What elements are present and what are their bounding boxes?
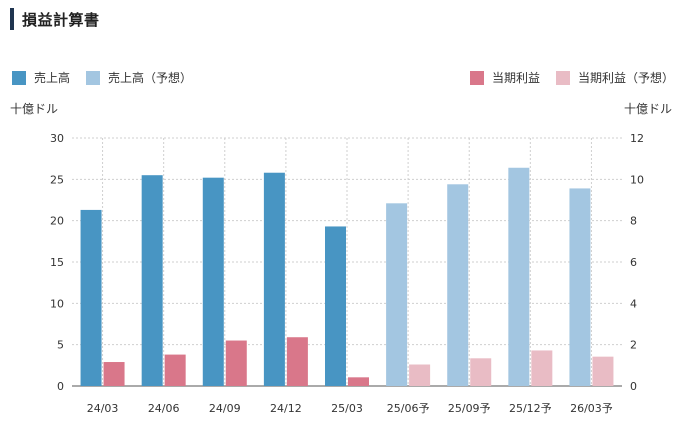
x-tick-label: 24/09 (209, 402, 241, 415)
x-tick-label: 25/09予 (448, 402, 491, 415)
legend-item-revenue[interactable]: 売上高 (12, 69, 70, 86)
bar-revenue (202, 177, 224, 386)
bar-profit (286, 337, 308, 386)
page-title: 損益計算書 (22, 10, 100, 29)
bar-profit (164, 354, 186, 386)
y-axis-right-unit: 十億ドル (623, 102, 672, 116)
bar-revenue (263, 172, 285, 386)
bar-revenue (80, 209, 102, 386)
legend-item-revenue-forecast[interactable]: 売上高（予想） (86, 69, 192, 86)
bar-revenue-forecast (569, 188, 591, 386)
bar-profit-forecast (531, 350, 553, 386)
legend-item-profit-forecast[interactable]: 当期利益（予想） (555, 69, 674, 86)
section-header: 損益計算書 (10, 8, 100, 30)
legend-label-profit-forecast: 当期利益（予想） (577, 71, 674, 85)
y-tick-left: 20 (50, 215, 64, 228)
bar-profit (348, 377, 369, 386)
y-tick-right: 0 (630, 380, 637, 393)
header-accent-bar (10, 8, 14, 30)
x-tick-label: 26/03予 (570, 402, 613, 415)
legend-swatch-profit (469, 70, 484, 85)
y-tick-right: 8 (630, 215, 637, 228)
y-tick-right: 12 (630, 132, 644, 145)
y-tick-right: 2 (630, 339, 637, 352)
bar-revenue (141, 175, 163, 386)
x-tick-label: 24/06 (148, 402, 180, 415)
bar-revenue (325, 226, 346, 386)
legend-label-revenue-forecast: 売上高（予想） (108, 71, 193, 85)
legend-swatch-revenue (12, 70, 26, 85)
bar-revenue-forecast (386, 203, 408, 386)
legend-label-revenue: 売上高 (34, 71, 71, 85)
y-tick-right: 4 (630, 297, 637, 310)
bar-profit-forecast (409, 364, 431, 386)
x-tick-label: 24/03 (87, 402, 119, 415)
x-tick-label: 25/06予 (387, 402, 430, 415)
x-tick-label: 25/03 (331, 402, 363, 415)
y-tick-left: 25 (50, 173, 64, 186)
y-tick-right: 6 (630, 256, 637, 269)
y-tick-left: 15 (50, 256, 64, 269)
bar-profit (103, 362, 125, 386)
legend-item-profit[interactable]: 当期利益 (469, 69, 540, 86)
legend-swatch-revenue-forecast (86, 70, 101, 85)
y-tick-left: 0 (57, 380, 64, 393)
legend-label-profit: 当期利益 (491, 71, 540, 85)
legend-revenue: 売上高 売上高（予想） (12, 69, 192, 86)
bar-profit-forecast (592, 356, 614, 386)
bar-profit (225, 340, 247, 386)
y-tick-left: 5 (57, 339, 64, 352)
y-tick-left: 30 (50, 132, 64, 145)
legend-profit: 当期利益 当期利益（予想） (469, 69, 674, 86)
bar-profit-forecast (470, 358, 492, 386)
bar-revenue-forecast (508, 167, 530, 386)
y-axis-left-unit: 十億ドル (10, 102, 59, 116)
y-tick-right: 10 (630, 173, 644, 186)
y-tick-left: 10 (50, 297, 64, 310)
bar-revenue-forecast (447, 184, 469, 386)
x-tick-label: 24/12 (270, 402, 302, 415)
x-tick-label: 25/12予 (509, 402, 552, 415)
legend-swatch-profit-forecast (555, 70, 570, 85)
